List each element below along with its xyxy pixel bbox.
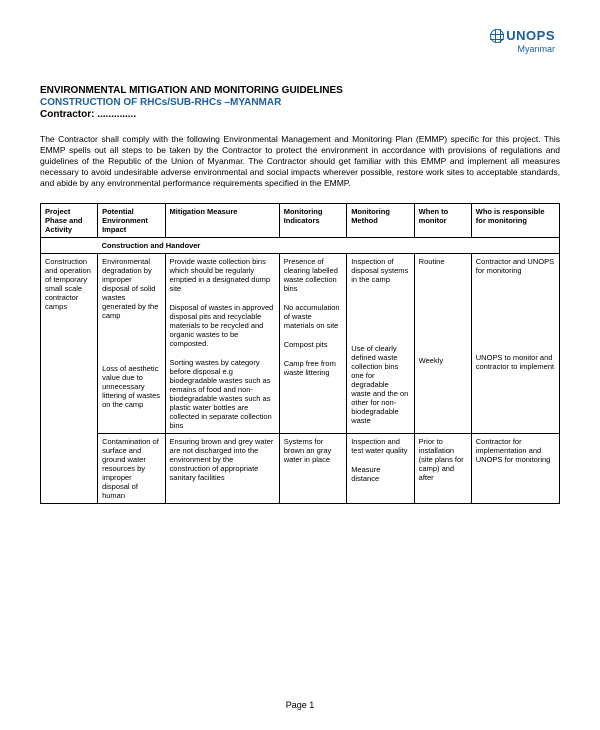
col-header: Monitoring Indicators bbox=[279, 204, 346, 238]
cell-when: Routine Weekly bbox=[414, 254, 471, 434]
col-header: When to monitor bbox=[414, 204, 471, 238]
globe-icon bbox=[490, 29, 504, 43]
table-row: Construction and operation of temporary … bbox=[41, 254, 560, 434]
logo-subtext: Myanmar bbox=[490, 44, 555, 54]
col-header: Mitigation Measure bbox=[165, 204, 279, 238]
col-header: Monitoring Method bbox=[347, 204, 414, 238]
cell-impact: Environmental degradation by improper di… bbox=[98, 254, 165, 434]
col-header: Who is responsible for monitoring bbox=[471, 204, 559, 238]
section-row: Construction and Handover bbox=[41, 238, 560, 254]
cell-phase: Construction and operation of temporary … bbox=[41, 254, 98, 504]
cell-who: Contractor for implementation and UNOPS … bbox=[471, 434, 559, 504]
contractor-line: Contractor: .............. bbox=[40, 109, 560, 120]
col-header: Project Phase and Activity bbox=[41, 204, 98, 238]
document-header: ENVIRONMENTAL MITIGATION AND MONITORING … bbox=[40, 85, 560, 120]
cell-method: Inspection of disposal systems in the ca… bbox=[347, 254, 414, 434]
page-footer: Page 1 bbox=[0, 700, 600, 710]
logo-block: UNOPS Myanmar bbox=[490, 28, 555, 54]
cell-indicators: Presence of clearing labelled waste coll… bbox=[279, 254, 346, 434]
intro-paragraph: The Contractor shall comply with the fol… bbox=[40, 134, 560, 189]
cell-when: Prior to installation (site plans for ca… bbox=[414, 434, 471, 504]
logo-text: UNOPS bbox=[506, 28, 555, 43]
cell-mitigation: Ensuring brown and grey water are not di… bbox=[165, 434, 279, 504]
cell-method: Inspection and test water quality Measur… bbox=[347, 434, 414, 504]
col-header: Potential Environment Impact bbox=[98, 204, 165, 238]
cell-who: Contractor and UNOPS for monitoring UNOP… bbox=[471, 254, 559, 434]
cell-indicators: Systems for brown an gray water in place bbox=[279, 434, 346, 504]
mitigation-table: Project Phase and Activity Potential Env… bbox=[40, 203, 560, 504]
table-header-row: Project Phase and Activity Potential Env… bbox=[41, 204, 560, 238]
table-row: Contamination of surface and ground wate… bbox=[41, 434, 560, 504]
section-title: Construction and Handover bbox=[98, 238, 280, 254]
cell-impact: Contamination of surface and ground wate… bbox=[98, 434, 165, 504]
cell-mitigation: Provide waste collection bins which shou… bbox=[165, 254, 279, 434]
title-line-1: ENVIRONMENTAL MITIGATION AND MONITORING … bbox=[40, 85, 560, 96]
title-line-2: CONSTRUCTION OF RHCs/SUB-RHCs –MYANMAR bbox=[40, 97, 560, 108]
